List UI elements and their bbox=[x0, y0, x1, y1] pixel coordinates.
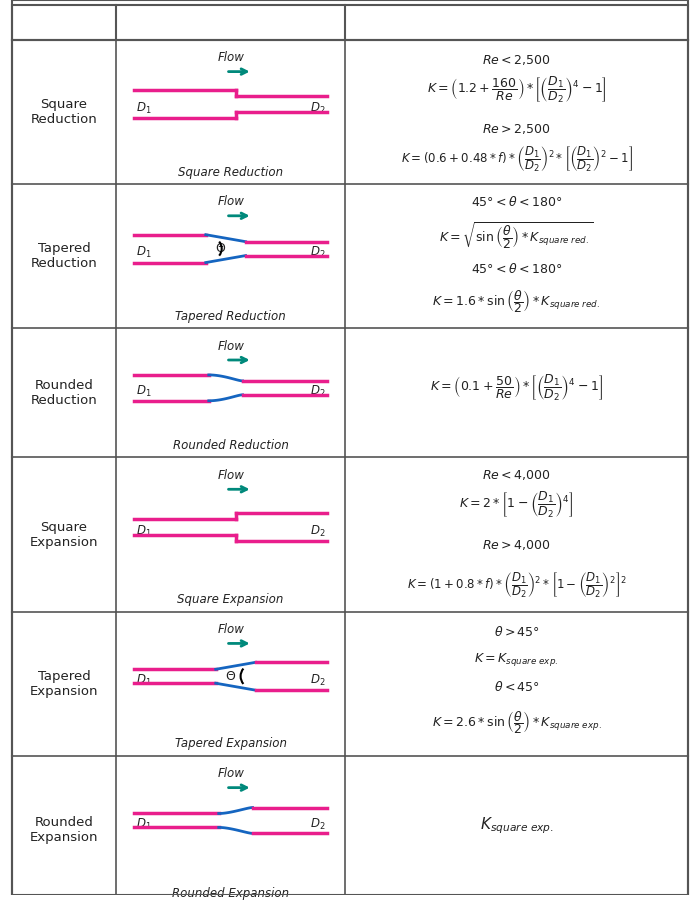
Text: $K = \sqrt{\sin\left(\dfrac{\theta}{2}\right) * K_{square\ red.}}$: $K = \sqrt{\sin\left(\dfrac{\theta}{2}\r… bbox=[439, 220, 594, 251]
Text: $D_1$: $D_1$ bbox=[136, 384, 152, 400]
Text: Name: Name bbox=[39, 15, 89, 30]
Text: Tapered
Reduction: Tapered Reduction bbox=[31, 242, 97, 270]
Text: Tapered
Expansion: Tapered Expansion bbox=[30, 670, 98, 698]
Text: $\Theta$: $\Theta$ bbox=[215, 242, 226, 255]
Text: Equation: Equation bbox=[479, 15, 554, 30]
Text: Tapered Reduction: Tapered Reduction bbox=[175, 310, 286, 323]
Text: $\theta > 45°$: $\theta > 45°$ bbox=[494, 625, 540, 638]
Text: $Re > 2{,}500$: $Re > 2{,}500$ bbox=[482, 122, 551, 136]
Text: Flow: Flow bbox=[217, 767, 244, 780]
Text: $K = \left(1.2 + \dfrac{160}{Re}\right) * \left[\left(\dfrac{D_1}{D_2}\right)^4 : $K = \left(1.2 + \dfrac{160}{Re}\right) … bbox=[427, 75, 606, 104]
Text: Flow: Flow bbox=[217, 51, 244, 64]
Text: $K = 2.6 * \sin\left(\dfrac{\theta}{2}\right) * K_{square\ exp.}$: $K = 2.6 * \sin\left(\dfrac{\theta}{2}\r… bbox=[432, 709, 601, 736]
Text: $Re < 4{,}000$: $Re < 4{,}000$ bbox=[482, 468, 551, 482]
Text: $K = (1 + 0.8*f)*\left(\dfrac{D_1}{D_2}\right)^2*\left[1 - \left(\dfrac{D_1}{D_2: $K = (1 + 0.8*f)*\left(\dfrac{D_1}{D_2}\… bbox=[407, 570, 626, 599]
Polygon shape bbox=[12, 5, 688, 40]
Text: Square Expansion: Square Expansion bbox=[178, 593, 284, 607]
Text: $45° < \theta < 180°$: $45° < \theta < 180°$ bbox=[471, 262, 562, 275]
Text: Tapered Expansion: Tapered Expansion bbox=[175, 737, 287, 751]
Text: $D_1$: $D_1$ bbox=[136, 245, 152, 260]
Text: Figure: Figure bbox=[203, 15, 258, 30]
Text: Square
Expansion: Square Expansion bbox=[30, 520, 98, 548]
Text: Rounded Reduction: Rounded Reduction bbox=[173, 439, 288, 452]
Text: $K_{square\ exp.}$: $K_{square\ exp.}$ bbox=[480, 815, 554, 836]
Text: $Re > 4{,}000$: $Re > 4{,}000$ bbox=[482, 538, 551, 552]
Text: $D_2$: $D_2$ bbox=[309, 101, 325, 116]
Text: $\Theta$: $\Theta$ bbox=[225, 670, 236, 683]
Text: $K = \left(0.1 + \dfrac{50}{Re}\right) * \left[\left(\dfrac{D_1}{D_2}\right)^4 -: $K = \left(0.1 + \dfrac{50}{Re}\right) *… bbox=[430, 373, 603, 403]
Text: Square
Reduction: Square Reduction bbox=[31, 98, 97, 126]
Text: Rounded Expansion: Rounded Expansion bbox=[172, 886, 289, 900]
Text: $K = 2 * \left[1 - \left(\dfrac{D_1}{D_2}\right)^4\right]$: $K = 2 * \left[1 - \left(\dfrac{D_1}{D_2… bbox=[459, 491, 574, 520]
Text: Flow: Flow bbox=[217, 623, 244, 636]
Text: $D_1$: $D_1$ bbox=[136, 672, 152, 688]
Text: $K = (0.6 + 0.48*f)*\left(\dfrac{D_1}{D_2}\right)^2*\left[\left(\dfrac{D_1}{D_2}: $K = (0.6 + 0.48*f)*\left(\dfrac{D_1}{D_… bbox=[400, 144, 633, 174]
Text: $45° < \theta < 180°$: $45° < \theta < 180°$ bbox=[471, 195, 562, 209]
Text: $D_2$: $D_2$ bbox=[309, 384, 325, 400]
Text: $K = 1.6 * \sin\left(\dfrac{\theta}{2}\right) * K_{square\ red.}$: $K = 1.6 * \sin\left(\dfrac{\theta}{2}\r… bbox=[433, 288, 601, 315]
Text: $D_2$: $D_2$ bbox=[309, 524, 325, 538]
Text: $D_1$: $D_1$ bbox=[136, 817, 152, 832]
Text: $K = K_{square\ exp.}$: $K = K_{square\ exp.}$ bbox=[475, 651, 559, 668]
Text: Flow: Flow bbox=[217, 339, 244, 353]
Text: $\theta < 45°$: $\theta < 45°$ bbox=[494, 680, 540, 694]
Text: $D_1$: $D_1$ bbox=[136, 524, 152, 538]
Text: $D_2$: $D_2$ bbox=[309, 672, 325, 688]
Text: $D_2$: $D_2$ bbox=[309, 245, 325, 260]
Text: $Re < 2{,}500$: $Re < 2{,}500$ bbox=[482, 53, 551, 67]
Text: Square Reduction: Square Reduction bbox=[178, 166, 284, 178]
Text: Rounded
Reduction: Rounded Reduction bbox=[31, 379, 97, 407]
Text: $D_1$: $D_1$ bbox=[136, 101, 152, 116]
Text: Rounded
Expansion: Rounded Expansion bbox=[30, 816, 98, 844]
Text: $D_2$: $D_2$ bbox=[309, 817, 325, 832]
Text: Flow: Flow bbox=[217, 469, 244, 482]
Text: Flow: Flow bbox=[217, 195, 244, 209]
